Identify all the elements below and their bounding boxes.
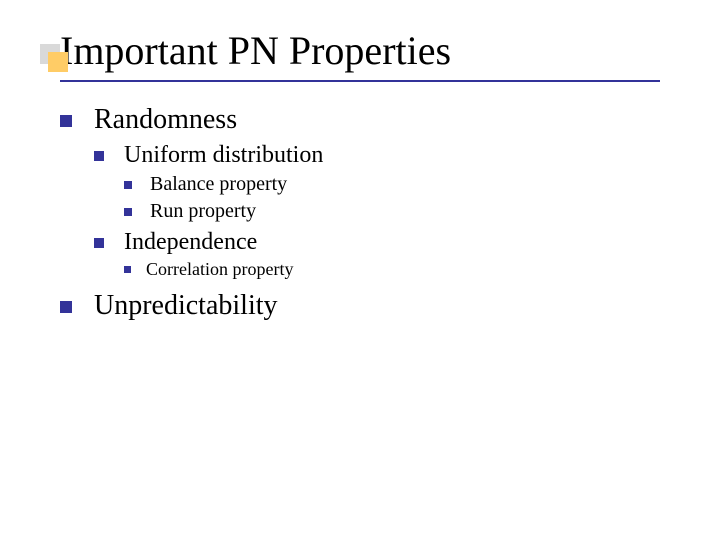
bullet-list-lvl1: Randomness Uniform distribution Balance …: [60, 104, 680, 322]
decor-square-front: [48, 52, 68, 72]
item-label: Balance property: [150, 173, 287, 195]
bullet-list-lvl3: Balance property Run property: [124, 173, 680, 223]
slide-title: Important PN Properties: [60, 28, 680, 74]
list-item: Run property: [124, 200, 680, 223]
list-item: Uniform distribution Balance property Ru…: [94, 142, 680, 223]
square-bullet-icon: [124, 181, 132, 189]
item-label: Run property: [150, 200, 256, 222]
list-item: Correlation property: [124, 259, 680, 280]
content: Randomness Uniform distribution Balance …: [60, 104, 680, 322]
square-bullet-icon: [124, 208, 132, 216]
square-bullet-icon: [94, 151, 104, 161]
list-item: Unpredictability: [60, 290, 680, 322]
item-label: Independence: [124, 229, 257, 255]
bullet-list-lvl2: Uniform distribution Balance property Ru…: [94, 142, 680, 280]
square-bullet-icon: [60, 115, 72, 127]
list-item: Randomness Uniform distribution Balance …: [60, 104, 680, 280]
list-item: Independence Correlation property: [94, 229, 680, 280]
item-label: Uniform distribution: [124, 142, 323, 168]
item-label: Correlation property: [146, 259, 293, 279]
bullet-list-lvl4: Correlation property: [124, 259, 680, 280]
square-bullet-icon: [60, 301, 72, 313]
title-decor-icon: [40, 44, 66, 70]
square-bullet-icon: [94, 238, 104, 248]
item-label: Unpredictability: [94, 290, 278, 321]
title-block: Important PN Properties: [60, 28, 680, 82]
list-item: Balance property: [124, 173, 680, 196]
square-bullet-icon: [124, 266, 131, 273]
slide: Important PN Properties Randomness Unifo…: [0, 0, 720, 540]
title-rule: [60, 80, 660, 82]
item-label: Randomness: [94, 104, 237, 135]
